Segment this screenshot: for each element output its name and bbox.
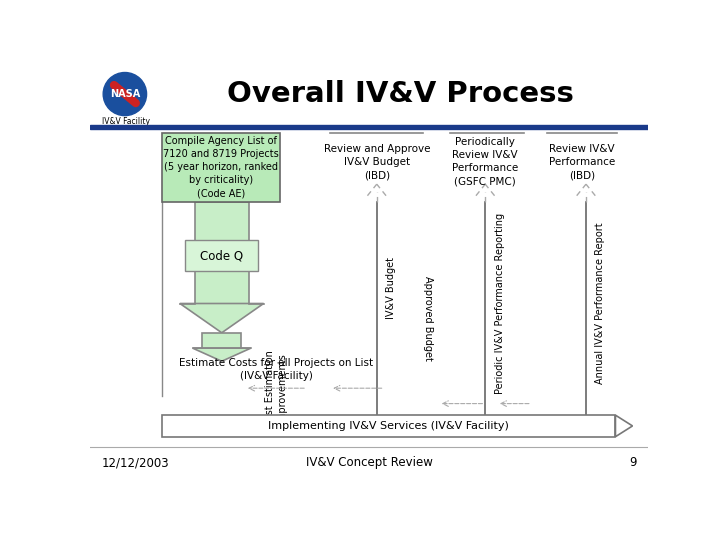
Bar xyxy=(90,125,648,129)
Text: Estimate Costs for all Projects on List
(IV&V Facility): Estimate Costs for all Projects on List … xyxy=(179,358,373,381)
Text: 12/12/2003: 12/12/2003 xyxy=(102,456,169,469)
Polygon shape xyxy=(616,415,632,437)
Text: Approved Budget: Approved Budget xyxy=(423,276,433,361)
Text: Periodically
Review IV&V
Performance
(GSFC PMC): Periodically Review IV&V Performance (GS… xyxy=(452,137,518,187)
FancyBboxPatch shape xyxy=(184,240,258,271)
Text: Cost Estimation
Improvements: Cost Estimation Improvements xyxy=(265,350,287,427)
Text: 9: 9 xyxy=(629,456,636,469)
Text: Annual IV&V Performance Report: Annual IV&V Performance Report xyxy=(595,222,606,384)
Text: Review and Approve
IV&V Budget
(IBD): Review and Approve IV&V Budget (IBD) xyxy=(323,144,430,180)
Polygon shape xyxy=(180,303,264,333)
FancyBboxPatch shape xyxy=(162,132,280,202)
FancyArrowPatch shape xyxy=(114,85,136,103)
Polygon shape xyxy=(194,202,249,303)
Text: Overall IV&V Process: Overall IV&V Process xyxy=(227,80,573,108)
Polygon shape xyxy=(202,333,241,348)
Text: Periodic IV&V Performance Reporting: Periodic IV&V Performance Reporting xyxy=(495,213,505,394)
Text: IV&V Concept Review: IV&V Concept Review xyxy=(305,456,433,469)
Text: IV&V Facility: IV&V Facility xyxy=(102,117,150,125)
Text: Compile Agency List of
7120 and 8719 Projects
(5 year horizon, ranked
by critica: Compile Agency List of 7120 and 8719 Pro… xyxy=(163,136,279,199)
FancyBboxPatch shape xyxy=(162,415,616,437)
Text: IV&V Budget: IV&V Budget xyxy=(386,257,396,319)
Polygon shape xyxy=(193,348,251,361)
Text: Review IV&V
Performance
(IBD): Review IV&V Performance (IBD) xyxy=(549,144,616,180)
Text: Implementing IV&V Services (IV&V Facility): Implementing IV&V Services (IV&V Facilit… xyxy=(269,421,509,431)
Text: NASA: NASA xyxy=(109,89,140,99)
Text: Code Q: Code Q xyxy=(200,249,243,262)
Circle shape xyxy=(103,72,147,116)
